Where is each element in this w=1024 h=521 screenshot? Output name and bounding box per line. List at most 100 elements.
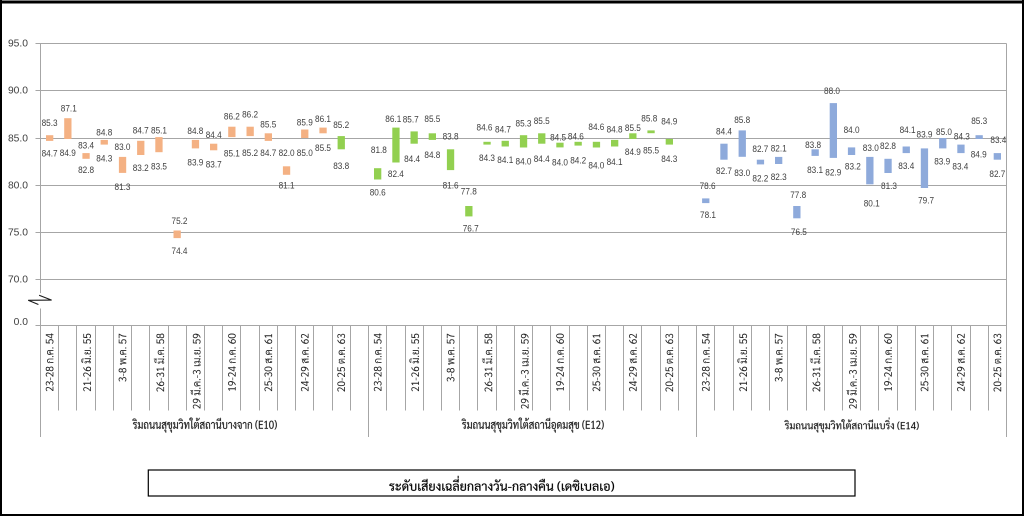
svg-text:84.3: 84.3	[96, 153, 112, 164]
svg-text:83.7: 83.7	[206, 159, 222, 170]
svg-text:77.8: 77.8	[461, 187, 477, 198]
svg-text:84.8: 84.8	[424, 150, 440, 161]
svg-text:84.3: 84.3	[479, 153, 495, 164]
svg-text:85.5: 85.5	[625, 123, 641, 134]
svg-text:84.7: 84.7	[495, 124, 511, 135]
svg-text:78.6: 78.6	[700, 181, 716, 192]
svg-text:83.2: 83.2	[845, 161, 861, 172]
svg-text:76.7: 76.7	[463, 224, 479, 235]
svg-text:82.3: 82.3	[771, 172, 787, 183]
svg-text:85.2: 85.2	[242, 148, 258, 159]
svg-text:83.0: 83.0	[863, 143, 879, 154]
svg-text:84.6: 84.6	[568, 132, 584, 143]
svg-text:82.2: 82.2	[752, 174, 768, 185]
svg-text:83.8: 83.8	[805, 140, 821, 151]
svg-text:76.5: 76.5	[791, 227, 807, 238]
svg-text:83.4: 83.4	[898, 161, 915, 172]
svg-text:0.0: 0.0	[14, 317, 29, 328]
svg-text:81.6: 81.6	[443, 180, 459, 191]
svg-text:77.8: 77.8	[790, 190, 806, 201]
svg-text:84.4: 84.4	[716, 127, 733, 138]
svg-text:84.9: 84.9	[661, 117, 677, 128]
svg-text:84.1: 84.1	[900, 125, 916, 136]
svg-text:83.2: 83.2	[133, 163, 149, 174]
svg-text:80.0: 80.0	[8, 181, 28, 192]
svg-text:70.0: 70.0	[8, 275, 28, 286]
svg-text:82.4: 82.4	[388, 169, 405, 180]
svg-text:82.0: 82.0	[279, 148, 295, 159]
svg-text:88.0: 88.0	[824, 86, 840, 97]
svg-text:84.6: 84.6	[588, 122, 604, 133]
svg-text:84.1: 84.1	[607, 157, 623, 168]
svg-text:82.7: 82.7	[989, 169, 1005, 180]
svg-text:85.0: 85.0	[936, 127, 952, 138]
svg-text:83.1: 83.1	[807, 165, 823, 176]
svg-text:79.7: 79.7	[918, 195, 934, 206]
svg-text:83.8: 83.8	[443, 132, 459, 143]
svg-text:84.7: 84.7	[133, 125, 149, 136]
svg-text:84.8: 84.8	[607, 125, 623, 136]
svg-text:82.8: 82.8	[880, 141, 896, 152]
svg-text:83.0: 83.0	[734, 168, 750, 179]
svg-text:83.5: 83.5	[151, 162, 167, 173]
svg-text:84.4: 84.4	[404, 154, 421, 165]
svg-text:84.4: 84.4	[534, 154, 551, 165]
svg-text:86.2: 86.2	[242, 110, 258, 121]
svg-text:84.7: 84.7	[260, 148, 276, 159]
svg-text:85.2: 85.2	[333, 120, 349, 131]
svg-text:85.7: 85.7	[403, 115, 419, 126]
svg-text:83.4: 83.4	[990, 135, 1007, 146]
svg-text:85.3: 85.3	[971, 116, 987, 127]
svg-text:86.2: 86.2	[224, 112, 240, 123]
svg-text:83.8: 83.8	[333, 161, 349, 172]
svg-text:84.5: 84.5	[550, 133, 566, 144]
svg-text:83.4: 83.4	[952, 161, 969, 172]
svg-text:85.8: 85.8	[734, 115, 750, 126]
svg-text:85.3: 85.3	[42, 118, 58, 129]
svg-text:85.0: 85.0	[297, 148, 313, 159]
svg-text:85.5: 85.5	[534, 116, 550, 127]
svg-text:83.4: 83.4	[78, 141, 95, 152]
svg-text:85.5: 85.5	[260, 119, 276, 130]
svg-text:84.4: 84.4	[206, 130, 223, 141]
svg-text:84.0: 84.0	[516, 156, 532, 167]
svg-text:80.1: 80.1	[864, 199, 880, 210]
svg-text:81.3: 81.3	[881, 181, 897, 192]
svg-text:90.0: 90.0	[8, 86, 28, 97]
svg-text:81.1: 81.1	[279, 180, 295, 191]
svg-text:87.1: 87.1	[61, 104, 77, 115]
svg-text:85.9: 85.9	[297, 117, 313, 128]
svg-text:84.0: 84.0	[588, 161, 604, 172]
svg-text:85.5: 85.5	[643, 146, 659, 157]
svg-text:85.5: 85.5	[315, 143, 331, 154]
svg-text:82.7: 82.7	[716, 166, 732, 177]
svg-text:84.2: 84.2	[570, 156, 586, 167]
svg-text:84.8: 84.8	[96, 127, 112, 138]
svg-text:86.1: 86.1	[315, 114, 331, 125]
svg-text:84.3: 84.3	[661, 154, 677, 165]
svg-text:85.8: 85.8	[641, 114, 657, 125]
svg-text:84.7: 84.7	[42, 149, 58, 160]
svg-text:84.9: 84.9	[625, 147, 641, 158]
svg-text:85.1: 85.1	[224, 149, 240, 160]
svg-text:86.1: 86.1	[385, 114, 401, 125]
svg-text:75.2: 75.2	[172, 216, 188, 227]
svg-text:84.8: 84.8	[187, 126, 203, 137]
svg-text:82.7: 82.7	[752, 144, 768, 155]
svg-text:82.8: 82.8	[78, 165, 94, 176]
svg-text:84.1: 84.1	[497, 155, 513, 166]
svg-text:84.0: 84.0	[844, 125, 860, 136]
svg-text:84.3: 84.3	[954, 131, 970, 142]
svg-text:83.9: 83.9	[917, 130, 933, 141]
svg-text:80.6: 80.6	[370, 188, 386, 199]
svg-text:78.1: 78.1	[700, 210, 716, 221]
svg-text:84.6: 84.6	[477, 122, 493, 133]
svg-text:75.0: 75.0	[8, 228, 28, 239]
svg-text:82.9: 82.9	[825, 168, 841, 179]
svg-text:82.1: 82.1	[771, 143, 787, 154]
svg-text:84.9: 84.9	[971, 150, 987, 161]
svg-text:83.0: 83.0	[115, 142, 131, 153]
svg-text:85.3: 85.3	[516, 118, 532, 129]
svg-text:81.8: 81.8	[371, 145, 387, 156]
svg-text:83.9: 83.9	[187, 157, 203, 168]
